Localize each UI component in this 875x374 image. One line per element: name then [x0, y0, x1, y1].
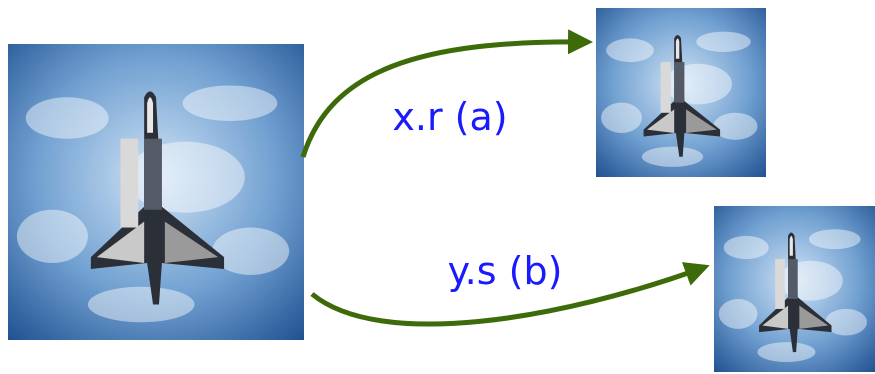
- diagram: x.r (a) y.s (b): [0, 0, 875, 374]
- result-image-a: [596, 8, 766, 177]
- result-image-b: [714, 206, 875, 372]
- source-image: [8, 44, 304, 340]
- edge-label: y.s (b): [448, 249, 563, 293]
- edge-label: x.r (a): [392, 95, 507, 139]
